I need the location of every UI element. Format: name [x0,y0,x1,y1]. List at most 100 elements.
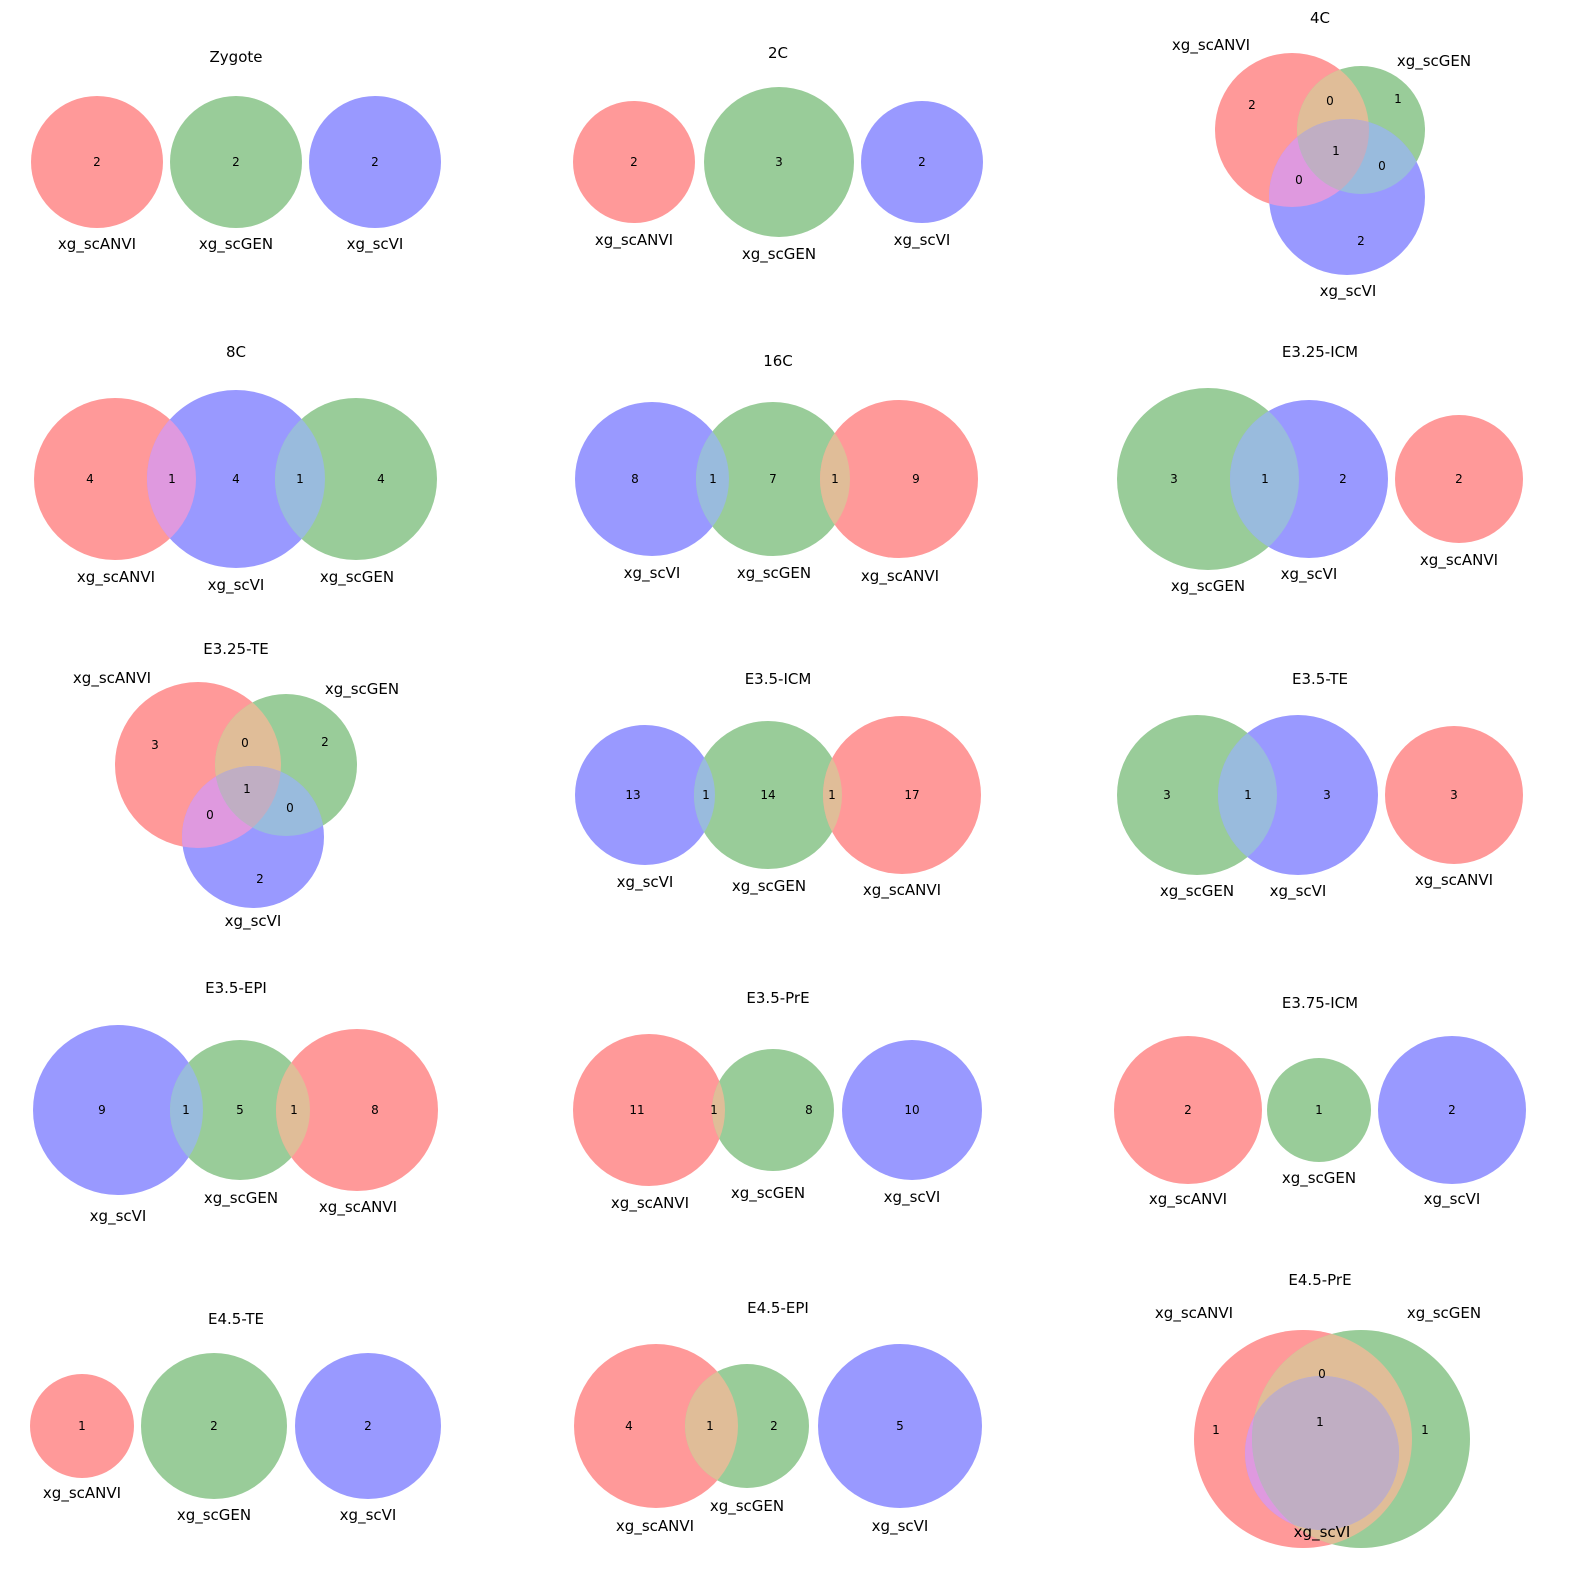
set-label-xg-scvi: xg_scVI [1424,1190,1481,1209]
region-count-xg-scvi: 4 [232,472,240,486]
venn-panel-e3-5-icm: E3.5-ICM xg_scVI xg_scGEN xg_scANVI 13 1 14 1 17 [575,670,981,900]
region-count-xg-scanvi-xg-scgen: 1 [290,1103,298,1117]
set-label-xg-scgen: xg_scGEN [325,680,399,699]
region-count-xg-scanvi: 3 [1450,788,1458,802]
panel-title: E3.75-ICM [1282,994,1358,1012]
set-label-xg-scgen: xg_scGEN [320,568,394,587]
set-label-xg-scgen: xg_scGEN [177,1506,251,1525]
set-label-xg-scvi: xg_scVI [347,235,404,254]
region-count-xg-scanvi-xg-scvi: 0 [1295,173,1303,187]
circle-xg-scanvi [1114,1036,1262,1184]
circle-xg-scanvi [573,101,695,223]
region-count-xg-scanvi-xg-scgen-xg-scvi: 1 [1332,144,1340,158]
region-count-xg-scanvi: 3 [151,738,159,752]
set-label-xg-scanvi: xg_scANVI [73,669,151,688]
region-count-xg-scanvi-xg-scvi: 0 [206,808,214,822]
region-count-xg-scanvi-xg-scgen: 1 [831,472,839,486]
panel-title: E3.5-ICM [745,670,812,688]
set-label-xg-scanvi: xg_scANVI [43,1484,121,1503]
panel-title: E3.5-PrE [746,989,809,1007]
set-label-xg-scanvi: xg_scANVI [863,881,941,900]
panel-title: E4.5-EPI [747,1299,809,1317]
set-label-xg-scgen: xg_scGEN [1282,1169,1356,1188]
venn-panel-e3-5-epi: E3.5-EPI xg_scVI xg_scGEN xg_scANVI 9 1 5 1 8 [33,979,438,1226]
overlap-xg-scgen-xg-scvi [1218,715,1277,875]
region-count-xg-scanvi-xg-scgen-xg-scvi: 1 [243,782,251,796]
set-label-xg-scgen: xg_scGEN [1407,1304,1481,1323]
region-count-xg-scgen-xg-scvi: 1 [709,472,717,486]
set-label-xg-scvi: xg_scVI [90,1207,147,1226]
circle-xg-scvi [1378,1036,1526,1184]
venn-panel-8c: 8C xg_scANVI xg_scVI xg_scGEN 4 1 4 1 4 [34,343,437,595]
region-count-xg-scgen-xg-scvi: 1 [296,472,304,486]
panel-title: E4.5-TE [208,1310,264,1328]
circle-xg-scanvi [30,1374,134,1478]
region-count-xg-scvi: 13 [625,788,640,802]
circle-xg-scvi [575,402,729,556]
set-label-xg-scgen: xg_scGEN [1160,882,1234,901]
region-count-xg-scanvi-xg-scgen: 0 [241,736,249,750]
set-label-xg-scanvi: xg_scANVI [1149,1190,1227,1209]
set-label-xg-scanvi: xg_scANVI [1172,36,1250,55]
region-count-xg-scvi: 2 [918,155,926,169]
panel-title: E3.25-ICM [1282,343,1358,361]
set-label-xg-scanvi: xg_scANVI [77,568,155,587]
region-count-xg-scanvi-xg-scgen: 1 [828,788,836,802]
venn-panel-2c: 2C xg_scANVI xg_scGEN xg_scVI 2 3 2 [573,44,983,264]
venn-panel-e3-75-icm: E3.75-ICM xg_scANVI xg_scGEN xg_scVI 2 1 2 [1114,994,1526,1209]
set-label-xg-scanvi: xg_scANVI [616,1517,694,1536]
circle-xg-scvi [861,101,983,223]
set-label-xg-scvi: xg_scVI [225,912,282,931]
circle-xg-scanvi [34,398,196,560]
overlap-all-three [1252,1376,1399,1530]
region-count-xg-scanvi: 2 [93,155,101,169]
panel-title: E4.5-PrE [1288,1271,1351,1289]
circle-xg-scvi [295,1353,441,1499]
region-count-xg-scanvi-xg-scgen-xg-scvi: 1 [1316,1415,1324,1429]
region-count-xg-scgen: 8 [805,1103,813,1117]
set-label-xg-scvi: xg_scVI [1281,565,1338,584]
venn-panel-e4-5-te: E4.5-TE xg_scANVI xg_scGEN xg_scVI 1 2 2 [30,1310,441,1525]
region-count-xg-scanvi: 2 [1455,472,1463,486]
set-label-xg-scvi: xg_scVI [1320,282,1377,301]
set-label-xg-scanvi: xg_scANVI [611,1194,689,1213]
region-count-xg-scgen-xg-scvi: 1 [1244,788,1252,802]
region-count-xg-scanvi: 11 [629,1103,644,1117]
region-count-xg-scgen: 1 [1315,1103,1323,1117]
region-count-xg-scgen: 7 [769,472,777,486]
region-count-xg-scgen: 1 [1421,1423,1429,1437]
venn-panel-16c: 16C xg_scVI xg_scGEN xg_scANVI 8 1 7 1 9 [575,352,978,586]
overlap-xg-scanvi-xg-scgen [685,1364,738,1488]
region-count-xg-scanvi-xg-scgen: 1 [706,1419,714,1433]
set-label-xg-scvi: xg_scVI [340,1506,397,1525]
region-count-xg-scanvi: 1 [78,1419,86,1433]
region-count-xg-scanvi: 2 [630,155,638,169]
region-count-xg-scgen: 3 [1163,788,1171,802]
circle-xg-scgen [704,87,854,237]
overlap-xg-scgen-xg-scvi [1230,400,1299,558]
circle-xg-scgen [712,1049,834,1171]
region-count-xg-scgen: 4 [377,472,385,486]
region-count-xg-scanvi-xg-scgen: 0 [1318,1367,1326,1381]
set-label-xg-scanvi: xg_scANVI [319,1198,397,1217]
set-label-xg-scvi: xg_scVI [1294,1523,1351,1542]
region-count-xg-scgen: 2 [321,735,329,749]
region-count-xg-scvi: 3 [1323,788,1331,802]
circle-xg-scanvi [31,96,163,228]
set-label-xg-scanvi: xg_scANVI [861,567,939,586]
circle-xg-scgen [1267,1058,1371,1162]
region-count-xg-scvi: 9 [98,1103,106,1117]
region-count-xg-scgen: 2 [232,155,240,169]
panel-title: Zygote [210,48,263,66]
venn-panel-e3-5-te: E3.5-TE xg_scGEN xg_scVI xg_scANVI 3 1 3 3 [1117,670,1523,901]
region-count-xg-scvi: 2 [371,155,379,169]
set-label-xg-scgen: xg_scGEN [737,564,811,583]
set-label-xg-scanvi: xg_scANVI [58,235,136,254]
region-count-xg-scvi: 10 [904,1103,919,1117]
circle-xg-scvi [818,1344,982,1508]
panel-title: 8C [226,343,246,361]
set-label-xg-scgen: xg_scGEN [710,1497,784,1516]
set-label-xg-scvi: xg_scVI [894,231,951,250]
circle-xg-scvi [575,725,715,865]
